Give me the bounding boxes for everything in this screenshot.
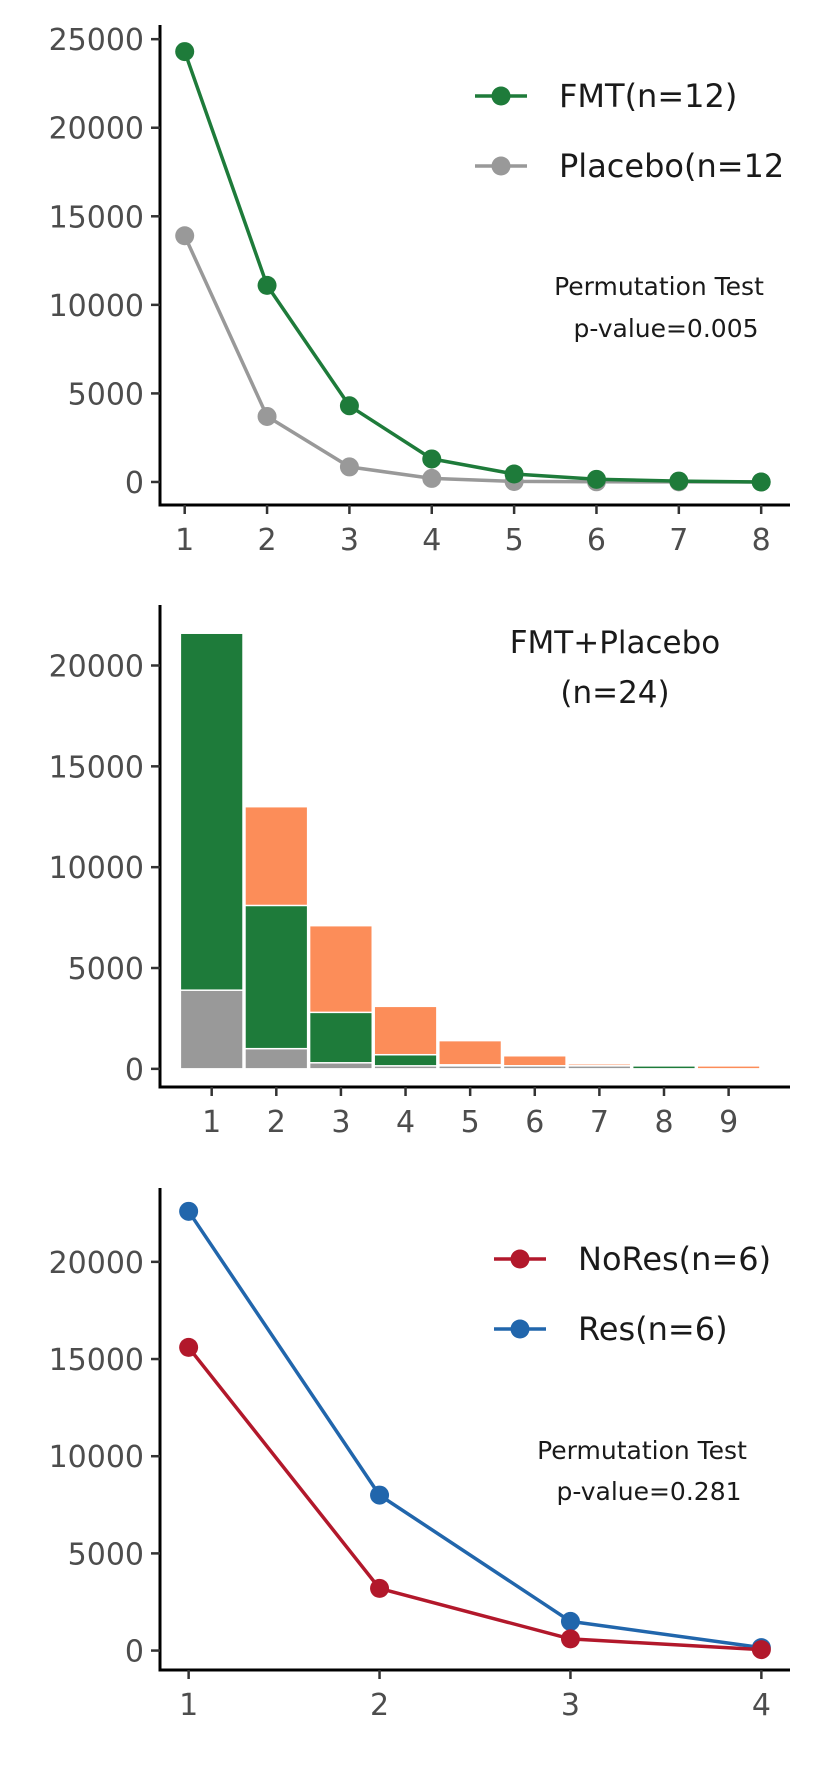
legend-label-res: Res(n=6)	[578, 1310, 728, 1348]
legend-label-nores: NoRes(n=6)	[578, 1240, 771, 1278]
p3-y-tick-label: 20000	[49, 1246, 144, 1281]
p2-bar-series-2	[567, 1065, 632, 1070]
p3-y-tick-label: 5000	[68, 1537, 144, 1572]
panel-3-annotation-pvalue: p-value=0.281	[556, 1477, 741, 1506]
p3-x-tick-label: 1	[179, 1688, 198, 1723]
p1-series-1-point	[175, 226, 195, 246]
p1-x-tick-label: 2	[258, 523, 277, 558]
p3-series-0-point	[560, 1629, 580, 1649]
p3-series-1-point	[179, 1201, 199, 1221]
panel-3-legend: NoRes(n=6) Res(n=6)	[494, 1240, 771, 1348]
p1-x-tick-label: 3	[340, 523, 359, 558]
p1-series-1-point	[422, 468, 442, 488]
p2-x-tick-label: 9	[719, 1105, 738, 1140]
p3-y-tick-label: 0	[125, 1635, 144, 1670]
p2-y-tick-label: 5000	[68, 952, 144, 987]
p2-bar-series-2	[308, 1062, 374, 1070]
p3-x-tick-label: 2	[370, 1688, 389, 1723]
p1-series-1-point	[257, 406, 277, 426]
p1-series-0-point	[422, 449, 442, 469]
p2-x-tick-label: 3	[331, 1105, 350, 1140]
p2-bar-series-1	[308, 1011, 374, 1070]
p1-x-tick-label: 1	[175, 523, 194, 558]
p1-y-tick-label: 15000	[49, 200, 144, 235]
p3-series-line-0	[187, 1346, 762, 1652]
p3-series-line-1	[187, 1210, 762, 1650]
p2-y-tick-label: 0	[125, 1053, 144, 1088]
p2-x-tick-label: 1	[202, 1105, 221, 1140]
p1-series-1-point	[339, 457, 359, 477]
panel-3-marks: 0 5000 10000 15000 20000 1 2 3 4	[49, 1188, 790, 1723]
p3-y-tick-label: 15000	[49, 1343, 144, 1378]
legend-label-placebo: Placebo(n=12	[559, 147, 784, 185]
p1-x-tick-label: 4	[422, 523, 441, 558]
p1-y-tick-label: 10000	[49, 289, 144, 324]
panel-2-annotation-n: (n=24)	[560, 675, 669, 711]
p1-x-tick-label: 7	[669, 523, 688, 558]
p3-y-tick-label: 10000	[49, 1440, 144, 1475]
legend-marker-placebo	[491, 156, 511, 176]
p2-x-tick-label: 8	[654, 1105, 673, 1140]
panel-1-annotation-pvalue: p-value=0.005	[573, 314, 758, 343]
p1-x-tick-label: 5	[505, 523, 524, 558]
p3-series-0-point	[751, 1640, 771, 1660]
p2-bar-series-1	[631, 1065, 697, 1070]
p1-x-tick-label: 8	[752, 523, 771, 558]
p1-y-tick-label: 20000	[49, 112, 144, 147]
p2-x-tick-label: 4	[396, 1105, 415, 1140]
p2-x-tick-label: 5	[461, 1105, 480, 1140]
p1-series-0-point	[257, 275, 277, 295]
legend-label-fmt: FMT(n=12)	[559, 77, 737, 115]
p2-y-tick-label: 15000	[49, 750, 144, 785]
p3-x-tick-label: 3	[561, 1688, 580, 1723]
p2-x-tick-label: 2	[267, 1105, 286, 1140]
p1-y-tick-label: 5000	[68, 377, 144, 412]
p2-bar-series-2	[179, 989, 244, 1070]
p2-bar-series-1	[244, 904, 309, 1070]
panel-3-line-chart: 0 5000 10000 15000 20000 1 2 3 4 NoRes(n=6) Res(…	[49, 1188, 790, 1723]
p3-series-1-point	[560, 1611, 580, 1631]
p3-x-tick-label: 4	[752, 1688, 771, 1723]
panel-2-annotation-title: FMT+Placebo	[510, 625, 721, 661]
p2-bar-series-2	[244, 1047, 309, 1070]
p1-y-tick-label: 0	[125, 466, 144, 501]
p3-series-1-point	[370, 1485, 390, 1505]
p1-series-0-point	[504, 464, 524, 484]
panel-2-marks: 0 5000 10000 15000 20000 1 2 3 4 5 6 7 8 9	[49, 605, 790, 1140]
p1-series-0-point	[586, 469, 606, 489]
panel-1-annotation-title: Permutation Test	[554, 272, 764, 301]
p1-y-tick-label: 25000	[49, 23, 144, 58]
p2-bar-series-2	[438, 1065, 503, 1070]
legend-marker-nores	[510, 1249, 530, 1269]
p1-series-line-0	[183, 51, 762, 484]
panel-3-annotation-title: Permutation Test	[537, 1436, 747, 1465]
p2-bar-series-0	[696, 1065, 761, 1070]
legend-marker-res	[510, 1319, 530, 1339]
p1-series-0-point	[175, 42, 195, 62]
panel-1-line-chart: 0 5000 10000 15000 20000 25000 1 2 3 4 5 6 7 8 FMT(n=…	[49, 23, 790, 558]
p2-y-tick-label: 20000	[49, 650, 144, 685]
p1-x-tick-label: 6	[587, 523, 606, 558]
panel-1-marks: 0 5000 10000 15000 20000 25000 1 2 3 4 5 6 7 8	[49, 23, 790, 558]
legend-marker-fmt	[491, 86, 511, 106]
p2-bar-series-2	[502, 1065, 567, 1070]
p1-series-0-point	[751, 472, 771, 492]
panel-1-legend: FMT(n=12) Placebo(n=12	[475, 77, 784, 185]
p2-bar-series-2	[373, 1065, 438, 1070]
p2-x-tick-label: 7	[590, 1105, 609, 1140]
p2-x-tick-label: 6	[525, 1105, 544, 1140]
p3-series-0-point	[179, 1337, 199, 1357]
p3-series-0-point	[370, 1578, 390, 1598]
panel-2-bar-chart: 0 5000 10000 15000 20000 1 2 3 4 5 6 7 8 9 FMT+Placeb…	[49, 605, 790, 1140]
p1-series-0-point	[339, 396, 359, 416]
p1-series-0-point	[669, 471, 689, 491]
p2-y-tick-label: 10000	[49, 851, 144, 886]
